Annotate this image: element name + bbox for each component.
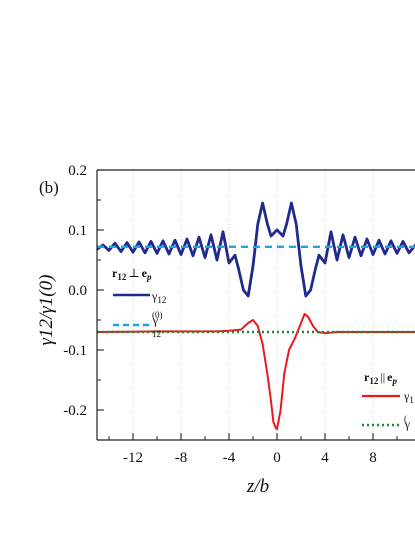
x-tick-label: 4	[321, 450, 329, 466]
svg-text:z/b: z/b	[246, 476, 269, 497]
axis-ticks: -12 -8 -4 0 4 8 0.2 0.1 0.0 -0.1 -0.2	[63, 163, 398, 466]
legend-title-parallel: r12 || ep	[364, 370, 397, 386]
legend-label-gamma12-0: γ(0)	[152, 310, 163, 327]
x-tick-label: -4	[223, 450, 236, 466]
legend-label-gamma-parallel-0: γ(	[404, 414, 411, 431]
svg-text:γ12/γ1(0): γ12/γ1(0)	[36, 275, 57, 346]
x-tick-label: -8	[175, 450, 188, 466]
legend-group-parallel: r12 || ep γ1 γ(	[362, 370, 414, 431]
y-tick-label: -0.1	[63, 343, 87, 359]
legend-label-gamma12: γ12	[151, 289, 166, 305]
x-axis-title: z/b	[246, 476, 269, 497]
y-tick-label: 0.2	[68, 163, 87, 179]
panel-label: (b)	[39, 178, 59, 197]
x-tick-label: 0	[273, 450, 281, 466]
series-layer	[97, 201, 415, 431]
y-tick-label: 0.0	[68, 283, 87, 299]
series-gamma12-perpendicular	[97, 201, 415, 298]
legend-group-perpendicular: r12 ⊥ ep γ12 γ(0) 12	[112, 266, 166, 339]
y-tick-label: 0.1	[68, 223, 87, 239]
svg-text:r12⊥ep: r12 ⊥ ep	[112, 266, 152, 282]
grid-lines	[132, 170, 374, 440]
series-gamma-parallel	[97, 313, 415, 431]
x-tick-label: 8	[369, 450, 377, 466]
y-tick-label: -0.2	[63, 403, 87, 419]
legend-title-perpendicular: r12 ⊥ ep	[112, 266, 152, 282]
legend-label-gamma12-0-sub: 12	[152, 329, 161, 339]
y-axis-title: γ12/γ1(0)	[36, 275, 57, 346]
legend-label-gamma-parallel: γ1	[403, 389, 414, 405]
svg-text:r12||ep: r12 || ep	[364, 370, 397, 386]
x-tick-label: -12	[123, 450, 143, 466]
